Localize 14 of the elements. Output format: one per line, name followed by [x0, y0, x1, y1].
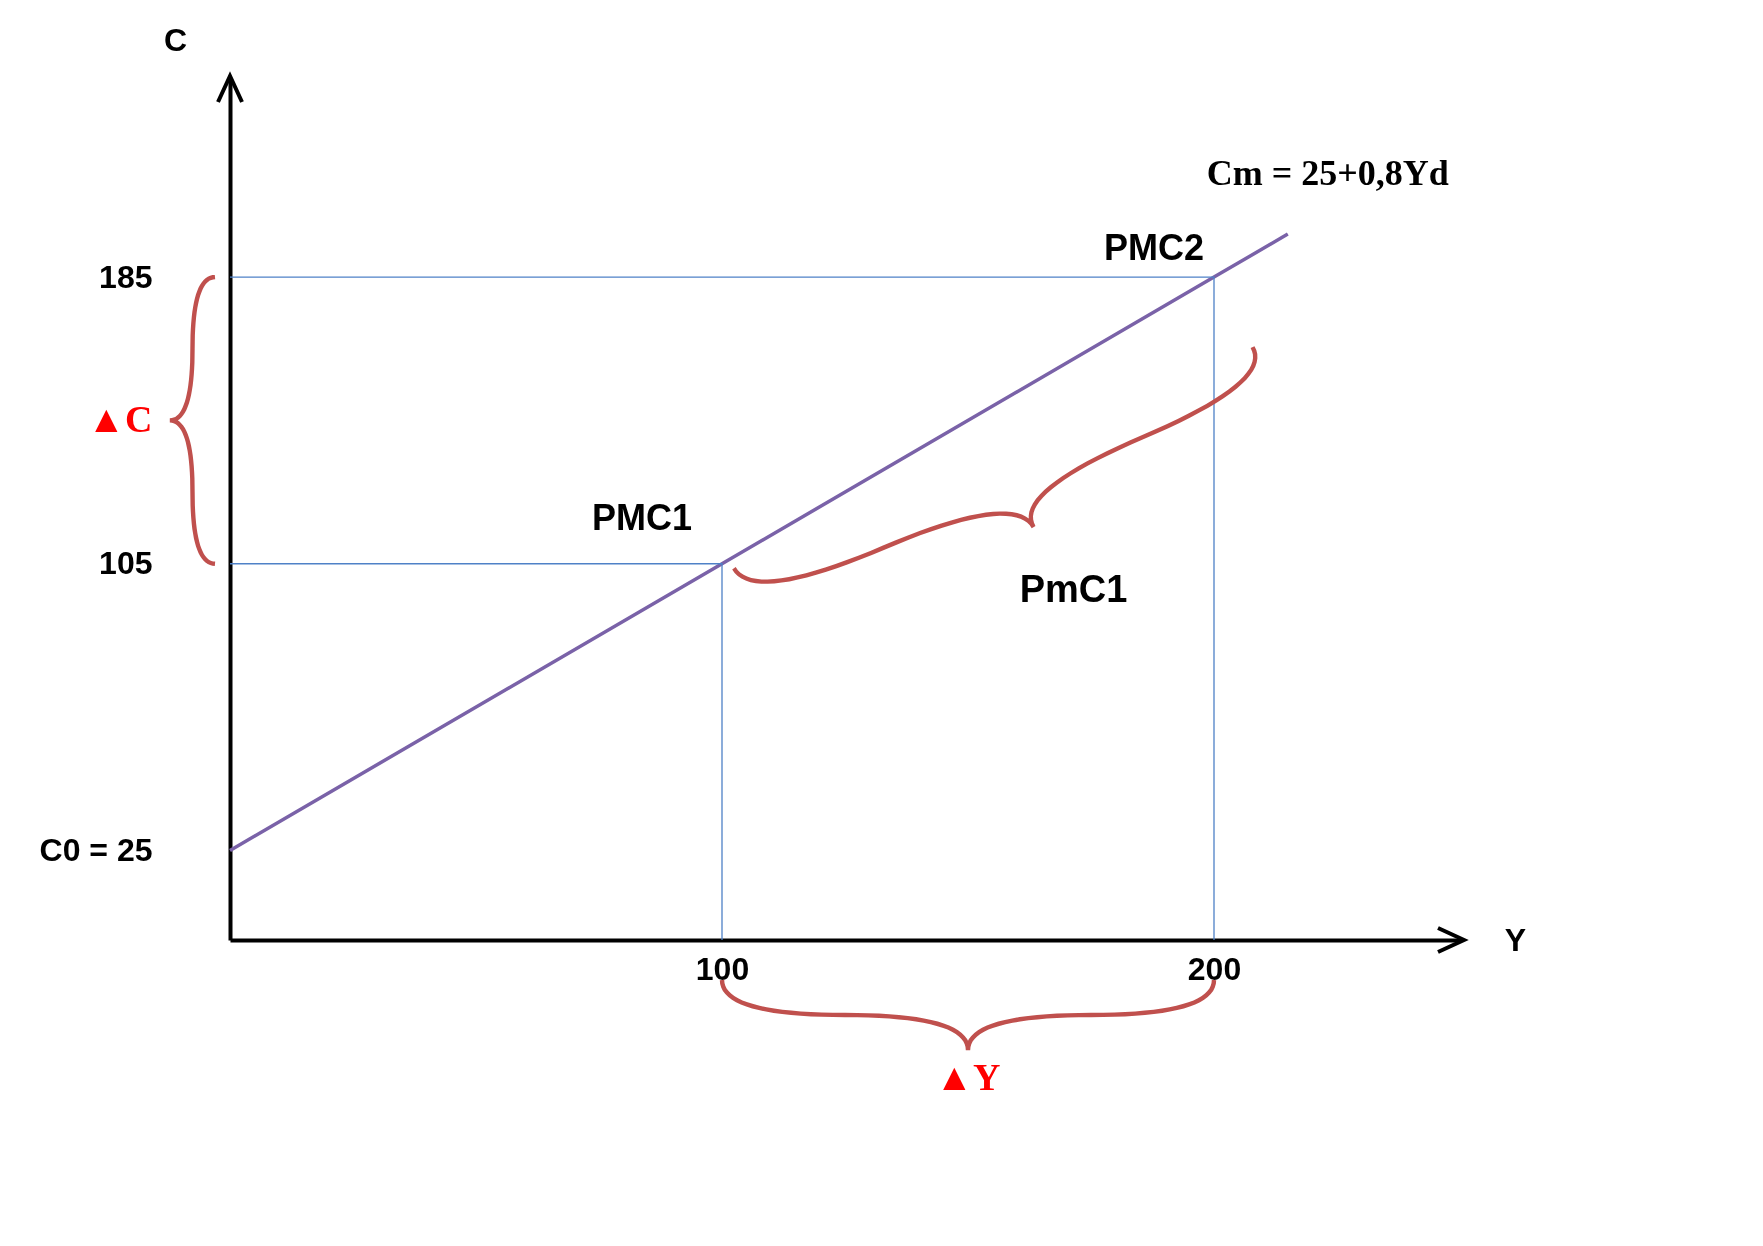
y-tick-label: 185 — [99, 258, 153, 295]
text: ▲C — [87, 398, 153, 441]
y-axis-title: C — [163, 21, 188, 58]
line-series — [228, 232, 1290, 853]
annotation: PmC1 — [1019, 567, 1128, 610]
annotation: Cm = 25+0,8Yd — [1206, 153, 1449, 194]
x-tick-label: 100 — [695, 950, 750, 987]
annotation: PMC2 — [1103, 227, 1205, 269]
x-tick-label: 200 — [1187, 950, 1242, 987]
annotation: PMC1 — [591, 496, 693, 538]
y-tick-label: C0 = 25 — [39, 831, 153, 868]
y-tick-label: 105 — [99, 545, 153, 582]
x-axis-title: Y — [1504, 921, 1527, 958]
text: ▲Y — [935, 1056, 1001, 1098]
